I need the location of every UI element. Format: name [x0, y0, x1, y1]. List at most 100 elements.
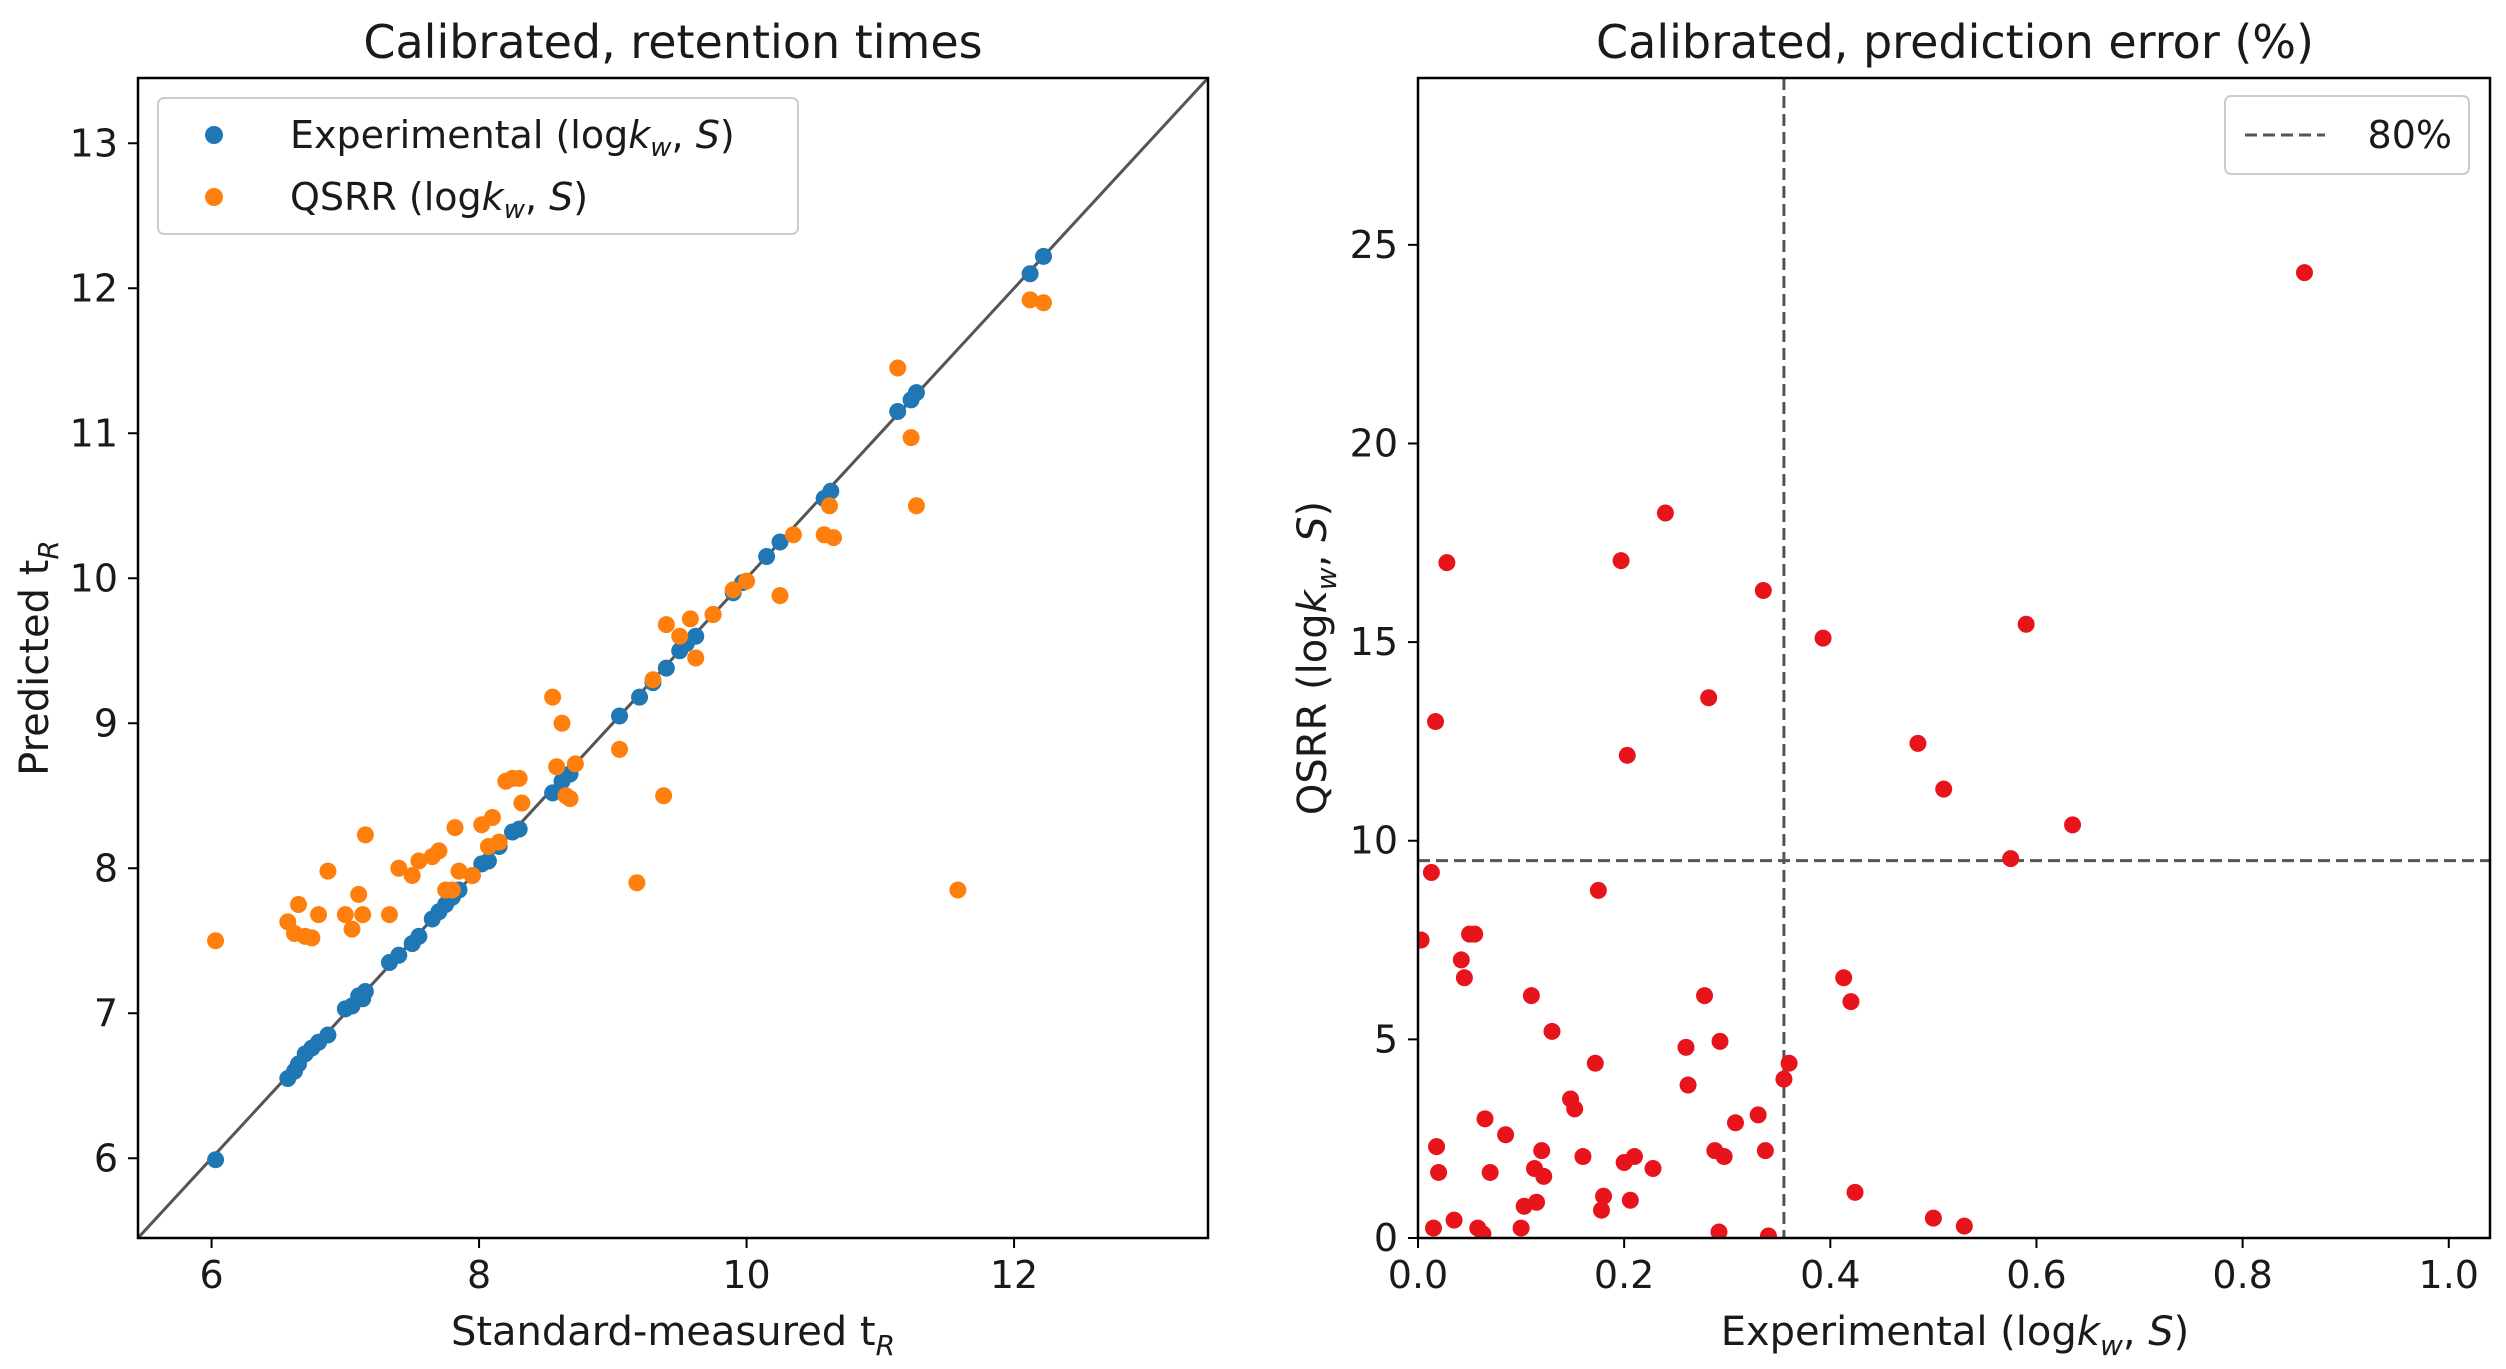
error-point-53 — [1780, 1054, 1798, 1072]
error-point-37 — [1644, 1159, 1662, 1177]
left-chart-title: Calibrated, retention times — [363, 15, 982, 69]
error-point-13 — [1474, 1225, 1492, 1238]
error-point-35 — [1621, 1191, 1639, 1209]
left-y-tick-label-4: 10 — [70, 556, 118, 600]
error-point-14 — [1476, 1110, 1494, 1128]
qsrr-point-55 — [902, 429, 920, 447]
right-y-tick-label-4: 20 — [1350, 421, 1398, 465]
experimental-point-28 — [544, 784, 562, 802]
experimental-point-34 — [657, 659, 675, 677]
qsrr-point-31 — [513, 794, 531, 812]
qsrr-point-11 — [354, 906, 372, 924]
left-legend: Experimental (logkw, S) QSRR (logkw, S) — [157, 97, 799, 235]
error-point-65 — [2295, 264, 2313, 282]
experimental-point-48 — [1021, 265, 1039, 283]
qsrr-point-52 — [820, 497, 838, 515]
error-point-9 — [1455, 969, 1473, 987]
qsrr-point-0 — [207, 932, 225, 950]
left-y-tick-label-6: 12 — [70, 266, 118, 310]
error-point-3 — [1427, 713, 1445, 731]
error-point-5 — [1430, 1163, 1448, 1181]
right-legend-box — [2224, 95, 2470, 175]
qsrr-point-8 — [336, 906, 354, 924]
error-point-15 — [1481, 1163, 1499, 1181]
error-point-29 — [1589, 881, 1607, 899]
qsrr-point-58 — [1021, 291, 1039, 309]
error-point-45 — [1711, 1032, 1729, 1050]
experimental-point-31 — [611, 707, 628, 725]
left-plot-area — [138, 78, 1208, 1238]
error-point-8 — [1452, 951, 1470, 969]
legend-label-80-percent: 80% — [2368, 113, 2452, 157]
left-x-axis-label: Standard-measured tR — [451, 1309, 895, 1362]
error-point-32 — [1612, 552, 1630, 570]
experimental-point-27 — [510, 820, 528, 838]
qsrr-point-13 — [380, 906, 398, 924]
right-y-tick-label-1: 5 — [1374, 1017, 1398, 1061]
qsrr-point-18 — [430, 842, 448, 860]
qsrr-point-27 — [490, 833, 508, 851]
legend-marker-experimental — [205, 126, 223, 144]
right-x-tick-label-5: 1.0 — [2419, 1253, 2479, 1297]
right-chart: Calibrated, prediction error (%) 0.0 0.2 0… — [1290, 15, 2492, 1362]
error-point-7 — [1445, 1211, 1463, 1229]
qsrr-point-47 — [724, 581, 742, 599]
qsrr-point-32 — [544, 688, 562, 706]
left-axes-frame — [136, 76, 1210, 1240]
qsrr-point-53 — [825, 529, 842, 547]
qsrr-point-15 — [403, 867, 421, 884]
left-y-tick-label-0: 6 — [94, 1136, 118, 1180]
qsrr-point-49 — [771, 587, 789, 605]
experimental-point-14 — [390, 946, 408, 964]
qsrr-point-38 — [611, 740, 628, 758]
qsrr-point-22 — [450, 862, 468, 880]
left-y-tick-label-1: 7 — [94, 991, 118, 1035]
qsrr-point-50 — [784, 526, 802, 544]
right-y-tick-label-3: 15 — [1350, 620, 1398, 664]
error-point-56 — [1842, 993, 1860, 1011]
experimental-point-37 — [687, 627, 705, 645]
error-point-28 — [1586, 1054, 1604, 1072]
qsrr-point-26 — [483, 809, 501, 826]
error-point-1 — [1422, 864, 1440, 882]
qsrr-point-33 — [548, 758, 566, 776]
error-point-27 — [1574, 1148, 1592, 1166]
right-x-tick-label-2: 0.4 — [1800, 1253, 1860, 1297]
experimental-point-47 — [907, 384, 925, 402]
error-point-16 — [1497, 1126, 1515, 1144]
right-y-tick-label-2: 10 — [1350, 819, 1398, 863]
right-x-tick-label-3: 0.6 — [2006, 1253, 2066, 1297]
qsrr-point-36 — [561, 790, 579, 808]
error-point-52 — [1775, 1070, 1793, 1088]
qsrr-point-14 — [390, 859, 408, 877]
error-point-50 — [1756, 1142, 1774, 1160]
error-point-47 — [1726, 1114, 1744, 1132]
error-point-54 — [1814, 629, 1832, 647]
qsrr-point-3 — [290, 896, 307, 913]
qsrr-point-7 — [319, 862, 337, 880]
qsrr-point-12 — [356, 826, 374, 844]
qsrr-point-34 — [553, 714, 571, 732]
right-y-tick-label-0: 0 — [1374, 1216, 1398, 1260]
error-point-23 — [1535, 1167, 1553, 1185]
legend-label-qsrr: QSRR (logkw, S) — [290, 175, 588, 225]
error-point-46 — [1715, 1148, 1733, 1166]
error-point-24 — [1543, 1022, 1561, 1040]
error-point-57 — [1846, 1183, 1864, 1201]
qsrr-point-16 — [410, 852, 428, 870]
qsrr-point-57 — [949, 881, 967, 899]
error-point-6 — [1438, 554, 1456, 572]
qsrr-point-10 — [350, 885, 368, 903]
error-point-51 — [1759, 1227, 1777, 1238]
error-point-48 — [1749, 1106, 1767, 1124]
right-chart-title: Calibrated, prediction error (%) — [1596, 15, 2314, 69]
qsrr-point-21 — [446, 819, 464, 837]
qsrr-point-39 — [628, 874, 646, 892]
right-x-tick-label-4: 0.8 — [2212, 1253, 2272, 1297]
error-point-38 — [1656, 504, 1674, 522]
error-point-2 — [1424, 1219, 1442, 1237]
left-y-tick-label-2: 8 — [94, 846, 118, 890]
error-point-4 — [1428, 1138, 1446, 1156]
qsrr-point-54 — [889, 359, 907, 377]
error-point-55 — [1835, 969, 1853, 987]
